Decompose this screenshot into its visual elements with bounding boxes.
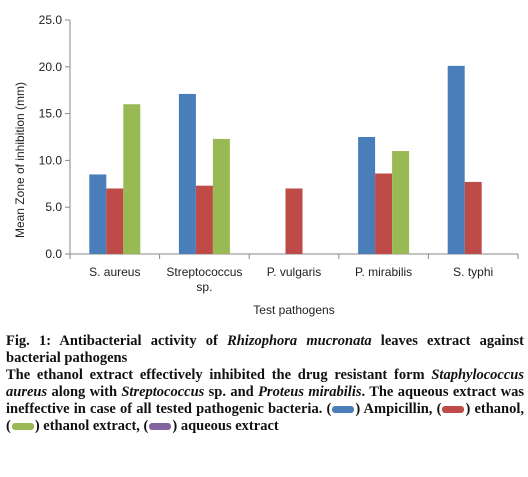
bar — [358, 137, 376, 254]
legend-label-3: ) ethanol extract, ( — [34, 418, 149, 434]
caption-text-1: The ethanol extract effectively inhibite… — [6, 367, 432, 383]
y-tick-label: 15.0 — [39, 107, 63, 121]
bar — [392, 151, 410, 254]
fig-title-rest: leaves extract against bacterial pathoge… — [6, 333, 524, 366]
bar — [123, 104, 141, 255]
bar — [195, 185, 213, 254]
species-name: Rhizophora mucronata — [227, 333, 372, 349]
bar — [178, 93, 196, 254]
bar — [464, 181, 482, 254]
x-tick-label: S. typhi — [453, 265, 493, 279]
legend-label-2: ) ethanol, ( — [6, 401, 524, 434]
legend-swatch-2 — [442, 406, 465, 414]
y-tick-label: 0.0 — [45, 247, 62, 261]
bar — [212, 138, 230, 254]
caption-italic-3: Proteus mirabilis — [258, 384, 362, 400]
bar — [106, 188, 124, 254]
y-tick-label: 20.0 — [39, 60, 63, 74]
figure-caption: Fig. 1: Antibacterial activity of Rhizop… — [6, 333, 524, 435]
legend-swatch-1 — [332, 406, 355, 414]
x-tick-label: P. vulgaris — [267, 265, 321, 279]
y-tick-label: 5.0 — [45, 200, 62, 214]
x-tick-label: Streptococcus — [166, 265, 242, 279]
y-tick-label: 10.0 — [39, 153, 63, 167]
bar — [375, 173, 393, 254]
fig-label: Fig. 1: Antibacterial activity of — [6, 333, 228, 349]
bar — [89, 174, 107, 254]
legend-swatch-4 — [149, 423, 172, 431]
bar-chart: 0.0 5.0 10.0 15.0 20.0 25.0 S. aureus Streptoco… — [0, 0, 528, 330]
x-tick-label: S. aureus — [89, 265, 140, 279]
plot-area: 0.0 5.0 10.0 15.0 20.0 25.0 S. aureus Streptoco… — [39, 13, 519, 294]
x-tick-label: P. mirabilis — [355, 265, 412, 279]
caption-text-4: . The aqueous extract was ineffective in… — [6, 384, 524, 417]
y-axis-title: Mean Zone of inhibition (mm) — [13, 82, 27, 238]
legend-label-4: ) aqueous extract — [172, 418, 279, 434]
caption-text-2: along with — [47, 384, 122, 400]
x-axis-title: Test pathogens — [253, 303, 334, 317]
caption-text-3: sp. and — [204, 384, 259, 400]
caption-italic-2: Streptococcus — [121, 384, 205, 400]
x-tick-label: sp. — [196, 280, 212, 294]
legend-swatch-3 — [11, 423, 34, 431]
y-tick-label: 25.0 — [39, 13, 63, 27]
bar — [447, 65, 465, 254]
legend-label-1: ) Ampicillin, ( — [355, 401, 442, 417]
bar — [285, 188, 303, 254]
chart-background — [0, 0, 528, 330]
caption-italic-1: Staphylococcus aureus — [6, 367, 524, 400]
